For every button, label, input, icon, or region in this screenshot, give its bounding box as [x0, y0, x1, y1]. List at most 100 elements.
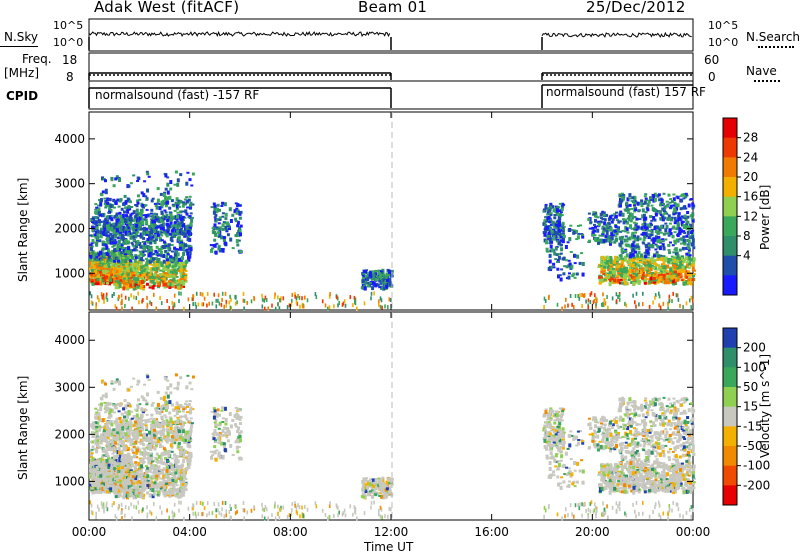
power-cell — [166, 226, 170, 231]
power-cell — [218, 301, 221, 306]
power-cell — [135, 242, 139, 246]
power-cell — [106, 229, 110, 234]
power-cell — [592, 300, 595, 305]
power-cell — [114, 280, 118, 283]
power-cell — [221, 227, 225, 231]
power-cell — [662, 273, 666, 277]
power-cell — [388, 277, 392, 282]
power-cell — [128, 296, 130, 301]
power-cell — [175, 275, 179, 278]
cpid-left-text: normalsound (fast) -157 RF — [95, 88, 260, 102]
power-cell — [144, 227, 148, 231]
power-cell — [103, 221, 107, 225]
power-cell — [132, 286, 136, 291]
power-cell — [231, 213, 235, 217]
velocity-cell — [89, 481, 93, 484]
power-cell — [625, 240, 629, 243]
power-cell — [179, 214, 183, 218]
power-cell — [93, 233, 97, 237]
power-cell — [89, 275, 93, 279]
power-cell — [180, 291, 182, 296]
power-cell — [99, 234, 103, 239]
power-cell — [644, 259, 648, 262]
power-cell — [131, 243, 135, 246]
power-cell — [109, 278, 113, 282]
power-cell — [104, 232, 108, 236]
power-cell — [127, 250, 131, 255]
power-cell — [169, 180, 173, 184]
power-cell — [107, 256, 111, 260]
power-cell — [645, 206, 649, 210]
power-cell — [554, 237, 558, 240]
power-cell — [654, 270, 658, 274]
power-cell — [379, 304, 382, 309]
power-cell — [104, 265, 108, 268]
power-cell — [579, 293, 581, 298]
power-cell — [581, 304, 583, 308]
power-cell — [225, 230, 229, 233]
power-cell — [174, 261, 178, 265]
power-cell — [660, 226, 664, 229]
power-cell — [585, 299, 587, 304]
power-cell — [114, 272, 118, 275]
power-cell — [182, 244, 186, 249]
power-cell — [107, 264, 111, 269]
power-cell — [138, 250, 142, 253]
power-cell — [603, 278, 607, 281]
power-cell — [668, 299, 670, 304]
power-cell — [654, 295, 656, 300]
power-cell — [221, 291, 224, 296]
power-cell — [155, 261, 158, 266]
power-cell — [178, 262, 182, 265]
power-cell — [676, 293, 679, 298]
power-cell — [654, 209, 658, 213]
power-cell — [96, 233, 100, 237]
power-cell — [152, 221, 156, 224]
power-cell — [556, 261, 560, 263]
power-cell — [555, 221, 559, 224]
power-cell — [181, 231, 185, 236]
power-cell — [655, 225, 659, 230]
power-cell — [680, 193, 684, 196]
power-cell — [177, 231, 181, 236]
power-cell — [638, 302, 640, 307]
power-cell — [159, 296, 161, 301]
power-cell — [107, 204, 111, 208]
power-cell — [552, 266, 556, 269]
power-cell — [687, 239, 691, 244]
power-cell — [662, 261, 666, 266]
nave-tick-low: 0 — [708, 70, 716, 84]
power-cell — [369, 271, 372, 275]
power-cell — [127, 266, 131, 270]
power-cell — [116, 257, 120, 260]
power-cell — [633, 204, 636, 207]
power-cell — [676, 203, 680, 208]
velocity-cell — [116, 458, 119, 462]
power-cell — [556, 205, 560, 209]
power-cell — [633, 202, 637, 205]
power-cell — [560, 268, 564, 271]
power-cell — [180, 271, 184, 274]
power-cell — [647, 246, 651, 251]
power-cell — [370, 291, 373, 296]
power-cell — [167, 246, 171, 251]
power-cell — [95, 206, 99, 209]
power-cell — [122, 247, 126, 250]
power-cell — [142, 236, 146, 240]
power-cell — [653, 272, 657, 276]
power-cell — [671, 268, 675, 272]
power-cell — [387, 305, 389, 310]
power-cell — [222, 237, 226, 242]
power-cell — [132, 218, 136, 222]
power-cell — [116, 282, 120, 287]
power-cell — [666, 280, 670, 285]
power-cell — [138, 242, 142, 244]
power-cell — [155, 306, 158, 311]
power-cell — [685, 301, 688, 306]
power-cell — [547, 215, 551, 218]
power-cell — [546, 237, 550, 241]
power-cell — [175, 225, 178, 228]
power-cell — [143, 227, 147, 232]
power-cell — [121, 233, 124, 238]
